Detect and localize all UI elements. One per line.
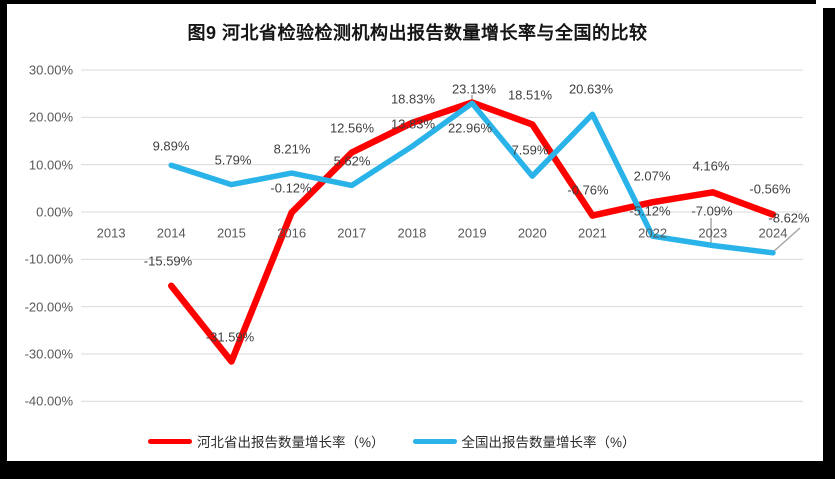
x-tick-label: 2021 [577,225,607,241]
series-line-1 [168,100,776,256]
legend-label-national: 全国出报告数量增长率（%） [461,435,636,450]
data-label: 12.56% [329,120,375,136]
legend-swatch-national [412,438,457,444]
data-label: -0.12% [270,180,312,196]
data-label: 5.79% [214,152,252,168]
scan-edge-right [823,8,835,462]
data-label: -0.76% [567,182,609,198]
y-tick-label: -30.00% [24,346,73,362]
data-label: -5.12% [629,203,671,219]
x-tick-label: 2017 [337,225,367,241]
x-tick-label: 2013 [96,225,126,241]
x-tick-label: 2018 [397,225,427,241]
x-tick-label: 2022 [638,225,668,241]
data-label: 13.83% [390,116,436,132]
y-tick-label: -10.00% [24,251,73,267]
data-label: -31.59% [205,329,255,345]
data-label: 2.07% [633,168,671,184]
x-tick-label: 2016 [277,225,307,241]
data-label: 22.96% [447,120,493,136]
x-tick-label: 2020 [517,225,547,241]
data-label: 23.13% [451,81,497,97]
data-label: -7.09% [691,203,733,219]
data-label: 20.63% [568,81,614,97]
y-tick-label: 0.00% [36,204,73,220]
y-tick-label: -20.00% [24,299,73,315]
y-tick-label: 20.00% [28,109,73,125]
data-label: -15.59% [143,253,193,269]
data-label: -8.62% [768,210,810,226]
data-label: 18.51% [507,87,553,103]
x-tick-label: 2019 [457,225,487,241]
y-tick-label: -40.00% [24,393,73,409]
chart-legend: 河北省出报告数量增长率（%） 全国出报告数量增长率（%） [148,432,636,450]
y-tick-label: 10.00% [28,157,73,173]
data-label: 18.83% [390,91,436,107]
scan-edge-left [0,0,7,462]
scan-edge-top [0,0,816,4]
x-tick-label: 2014 [156,225,186,241]
legend-label-hebei: 河北省出报告数量增长率（%） [197,435,385,450]
x-tick-label: 2015 [216,225,246,241]
data-label: 8.21% [273,141,311,157]
chart-title: 图9 河北省检验检测机构出报告数量增长率与全国的比较 [187,23,648,43]
x-tick-label: 2023 [698,225,728,241]
scan-edge-bottom [0,461,835,479]
data-label: 7.59% [511,142,549,158]
data-label: 5.62% [333,153,371,169]
data-label: 4.16% [692,158,730,174]
y-tick-label: 30.00% [28,62,73,78]
data-label: -0.56% [749,181,791,197]
label-leader-line [772,227,801,253]
data-label: 9.89% [152,138,190,154]
legend-swatch-hebei [148,438,192,444]
x-tick-label: 2024 [758,225,788,241]
